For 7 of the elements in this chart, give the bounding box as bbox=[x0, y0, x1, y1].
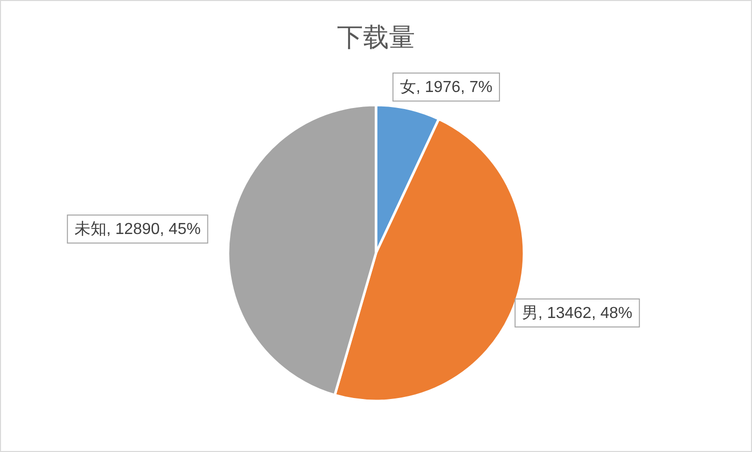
data-label: , 12890, 45% bbox=[106, 220, 201, 238]
chart-title: 下载量 bbox=[337, 22, 415, 52]
slice-label: 未知 bbox=[74, 220, 106, 238]
slice-label: 男 bbox=[522, 304, 538, 322]
slice-label: 女 bbox=[400, 78, 416, 96]
data-label: , 1976, 7% bbox=[416, 78, 492, 96]
data-label: , 13462, 48% bbox=[538, 304, 632, 322]
